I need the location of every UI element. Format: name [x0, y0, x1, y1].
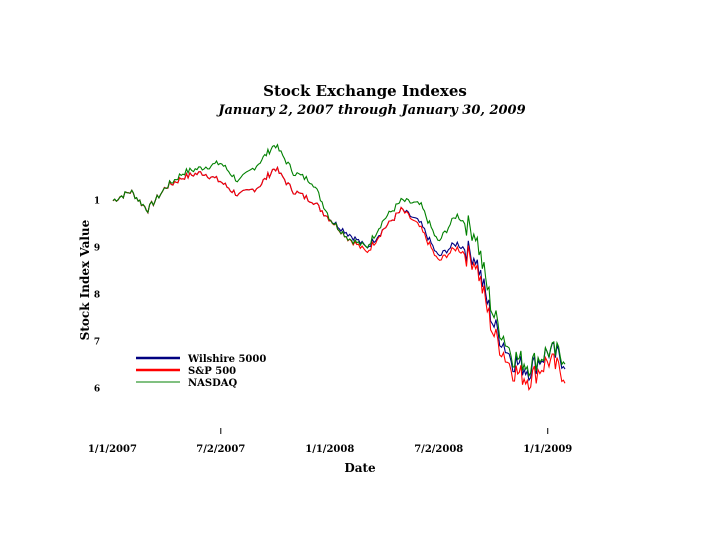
chart-subtitle: January 2, 2007 through January 30, 2009	[215, 103, 525, 118]
y-tick-label: 1	[94, 197, 100, 207]
chart-title: Stock Exchange Indexes	[263, 82, 467, 100]
x-tick-label: 1/1/2008	[305, 444, 354, 455]
x-tick-label: 7/2/2007	[196, 444, 245, 455]
x-tick-label: 1/1/2009	[523, 444, 572, 455]
x-tick-label: 7/2/2008	[414, 444, 463, 455]
y-tick-label: 9	[94, 244, 100, 254]
series-line-s-p-500	[112, 166, 566, 392]
series-line-nasdaq	[112, 143, 566, 378]
series-line-wilshire-5000	[112, 166, 566, 382]
y-tick-label: 8	[94, 291, 100, 301]
legend-label: Wilshire 5000	[187, 354, 266, 365]
legend-label: S&P 500	[188, 366, 236, 377]
y-tick-label: 7	[94, 338, 100, 348]
x-tick-label: 1/1/2007	[88, 444, 137, 455]
x-axis-label: Date	[344, 461, 376, 475]
y-tick-label: 6	[94, 385, 100, 395]
y-axis-label: Stock Index Value	[78, 219, 92, 340]
legend-label: NASDAQ	[188, 378, 238, 389]
